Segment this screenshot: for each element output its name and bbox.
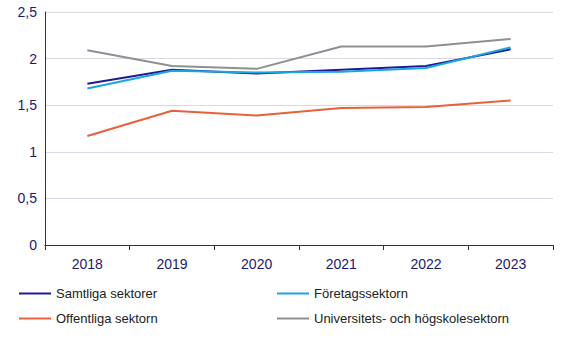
svg-text:2019: 2019 bbox=[156, 256, 187, 272]
svg-text:Universitets- och högskolesekt: Universitets- och högskolesektorn bbox=[314, 311, 509, 326]
svg-text:Offentliga sektorn: Offentliga sektorn bbox=[56, 311, 158, 326]
svg-text:0: 0 bbox=[29, 237, 37, 253]
svg-text:2018: 2018 bbox=[72, 256, 103, 272]
svg-text:2022: 2022 bbox=[410, 256, 441, 272]
svg-text:Samtliga sektorer: Samtliga sektorer bbox=[56, 286, 158, 301]
svg-text:2,5: 2,5 bbox=[18, 4, 38, 20]
svg-text:1: 1 bbox=[29, 144, 37, 160]
svg-text:1,5: 1,5 bbox=[18, 97, 38, 113]
svg-text:2020: 2020 bbox=[241, 256, 272, 272]
svg-text:2: 2 bbox=[29, 51, 37, 67]
svg-text:0,5: 0,5 bbox=[18, 190, 38, 206]
svg-text:Företagssektorn: Företagssektorn bbox=[314, 286, 408, 301]
svg-text:2023: 2023 bbox=[495, 256, 526, 272]
svg-text:2021: 2021 bbox=[326, 256, 357, 272]
